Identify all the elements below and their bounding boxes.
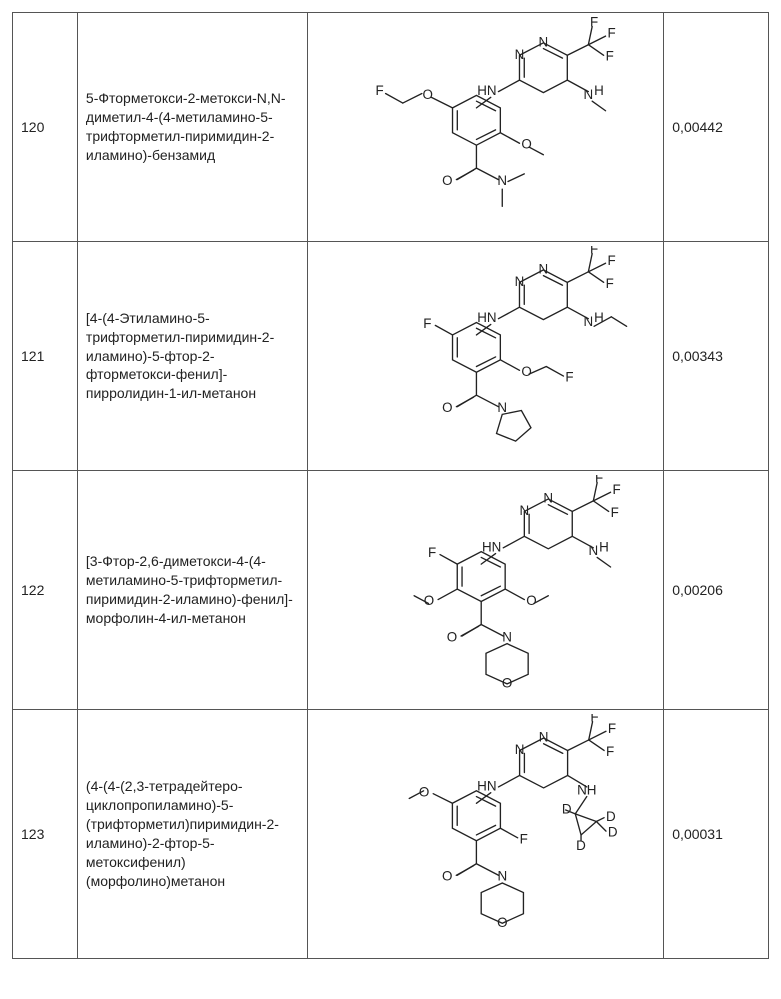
svg-text:N: N (514, 274, 524, 289)
compound-id: 123 (13, 710, 78, 959)
svg-text:N: N (538, 261, 548, 276)
compound-structure: N N F F F N H HN F O O O N O (308, 471, 664, 710)
svg-text:HN: HN (477, 310, 496, 325)
svg-text:F: F (423, 316, 431, 331)
svg-text:H: H (594, 83, 604, 98)
svg-text:H: H (599, 539, 609, 554)
svg-text:F: F (612, 482, 620, 497)
compound-value: 0,00343 (664, 242, 769, 471)
table-row: 121[4-(4-Этиламино-5-трифторметил-пирими… (13, 242, 769, 471)
svg-text:NH: NH (577, 782, 596, 797)
svg-text:F: F (519, 831, 527, 846)
compound-table: 1205-Фторметокси-2-метокси-N,N-диметил-4… (12, 12, 769, 959)
compound-structure: N N F F F N H HN F O F O N (308, 242, 664, 471)
svg-text:O: O (424, 593, 434, 608)
svg-text:F: F (375, 83, 383, 98)
svg-text:F: F (607, 26, 615, 41)
svg-text:D: D (608, 825, 618, 840)
svg-text:F: F (565, 370, 573, 385)
svg-text:O: O (442, 173, 452, 188)
compound-structure: N N F F F N H HN O F O O N (308, 13, 664, 242)
compound-structure: N N F F F NH D D D D HN O F O N O (308, 710, 664, 959)
compound-id: 120 (13, 13, 78, 242)
svg-text:N: N (538, 34, 548, 49)
svg-text:N: N (497, 869, 507, 884)
svg-text:O: O (422, 87, 432, 102)
svg-text:D: D (606, 809, 616, 824)
compound-value: 0,00206 (664, 471, 769, 710)
svg-text:O: O (497, 915, 507, 930)
svg-text:F: F (590, 246, 598, 256)
svg-text:F: F (590, 17, 598, 29)
svg-text:O: O (442, 869, 452, 884)
compound-value: 0,00442 (664, 13, 769, 242)
svg-text:F: F (610, 505, 618, 520)
table-row: 1205-Фторметокси-2-метокси-N,N-диметил-4… (13, 13, 769, 242)
compound-id: 122 (13, 471, 78, 710)
svg-text:F: F (590, 714, 598, 724)
svg-text:F: F (605, 276, 613, 291)
compound-name: (4-(4-(2,3-тетрадейтеро-циклопропиламино… (77, 710, 307, 959)
svg-text:F: F (607, 253, 615, 268)
svg-text:HN: HN (482, 539, 501, 554)
svg-text:N: N (588, 543, 598, 558)
svg-text:F: F (595, 475, 603, 485)
svg-text:N: N (583, 87, 593, 102)
svg-text:HN: HN (477, 779, 496, 794)
compound-name: 5-Фторметокси-2-метокси-N,N-диметил-4-(4… (77, 13, 307, 242)
svg-text:O: O (447, 629, 457, 644)
svg-text:F: F (608, 721, 616, 736)
compound-id: 121 (13, 242, 78, 471)
svg-text:O: O (521, 137, 531, 152)
svg-text:N: N (515, 742, 525, 757)
svg-text:N: N (519, 503, 529, 518)
svg-text:O: O (526, 593, 536, 608)
compound-name: [4-(4-Этиламино-5-трифторметил-пиримидин… (77, 242, 307, 471)
svg-text:F: F (606, 744, 614, 759)
table-row: 123(4-(4-(2,3-тетрадейтеро-циклопропилам… (13, 710, 769, 959)
svg-text:N: N (539, 730, 549, 745)
svg-text:O: O (521, 364, 531, 379)
svg-text:N: N (583, 314, 593, 329)
svg-text:N: N (514, 47, 524, 62)
svg-text:HN: HN (477, 83, 496, 98)
svg-text:O: O (442, 400, 452, 415)
svg-text:F: F (605, 49, 613, 64)
svg-text:F: F (428, 545, 436, 560)
compound-name: [3-Фтор-2,6-диметокси-4-(4-метиламино-5-… (77, 471, 307, 710)
svg-text:N: N (497, 400, 507, 415)
svg-text:N: N (543, 491, 553, 506)
svg-text:N: N (497, 173, 507, 188)
svg-text:O: O (502, 675, 512, 690)
table-row: 122[3-Фтор-2,6-диметокси-4-(4-метиламино… (13, 471, 769, 710)
svg-text:N: N (502, 629, 512, 644)
svg-text:D: D (562, 802, 572, 817)
compound-value: 0,00031 (664, 710, 769, 959)
